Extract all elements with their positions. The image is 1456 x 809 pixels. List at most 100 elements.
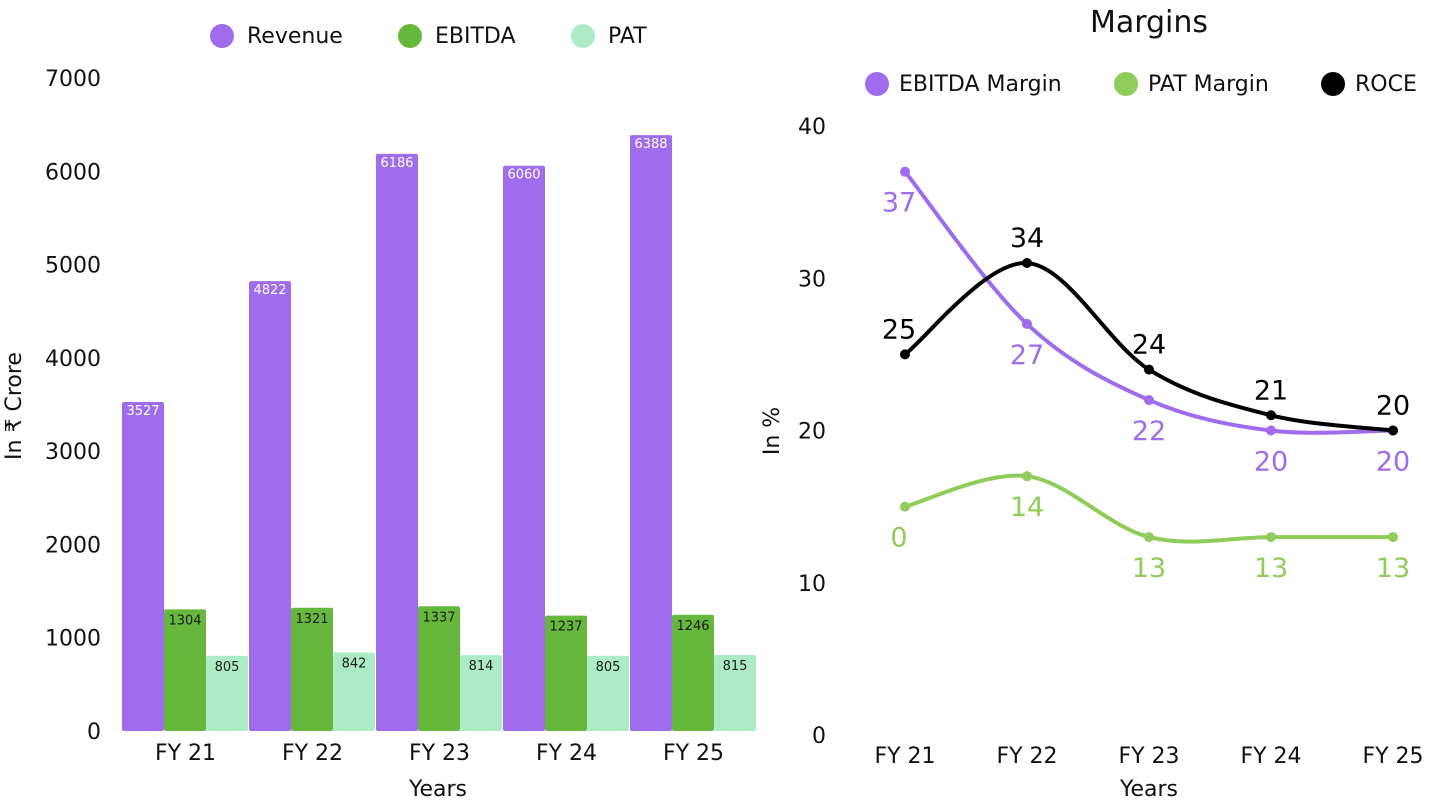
x-tick-label: FY 21 <box>155 741 216 766</box>
revenue-bar <box>122 401 164 731</box>
y-tick-label: 3000 <box>45 440 101 465</box>
revenue-data-label: 3527 <box>126 404 159 419</box>
legend-label-roce: ROCE <box>1355 72 1417 97</box>
ebitda-margin-data-label: 20 <box>1376 447 1410 478</box>
revenue-bar <box>503 165 545 731</box>
pat-bar <box>460 655 502 731</box>
roce-point <box>1266 410 1276 421</box>
roce-point <box>1388 425 1398 436</box>
revenue-bar <box>376 153 418 731</box>
pat-bar <box>333 652 375 731</box>
y-tick-label: 10 <box>798 572 826 597</box>
y-axis-label: In ₹ Crore <box>2 352 27 460</box>
pat-bar <box>206 655 248 731</box>
pat-margin-point <box>1022 471 1032 482</box>
pat-margin-point <box>1266 532 1276 543</box>
pat-data-label: 815 <box>723 659 748 674</box>
y-tick-label: 0 <box>87 720 101 745</box>
pat-margin-data-label: 13 <box>1376 553 1410 584</box>
ebitda-bar <box>672 614 714 731</box>
ebitda-margin-data-label: 37 <box>882 188 916 219</box>
x-tick-label: FY 24 <box>536 741 597 766</box>
revenue-bar <box>249 281 291 731</box>
ebitda-margin-point <box>900 166 910 177</box>
legend-swatch-roce <box>1321 72 1345 96</box>
revenue-data-label: 6388 <box>634 137 667 152</box>
x-tick-label: FY 22 <box>996 744 1057 769</box>
roce-point <box>1022 258 1032 269</box>
x-axis-label: Years <box>1119 777 1178 802</box>
ebitda-data-label: 1321 <box>295 612 328 627</box>
x-tick-label: FY 22 <box>282 741 343 766</box>
legend-swatch-ebitda-margin <box>865 72 889 96</box>
roce-data-label: 34 <box>1010 223 1044 254</box>
legend-label-revenue: Revenue <box>247 24 343 49</box>
x-tick-label: FY 21 <box>874 744 935 769</box>
legend-swatch-pat <box>571 24 595 48</box>
x-tick-label: FY 23 <box>409 741 470 766</box>
y-tick-label: 4000 <box>45 347 101 372</box>
pat-data-label: 805 <box>596 660 621 675</box>
pat-data-label: 805 <box>215 660 240 675</box>
y-tick-label: 30 <box>798 267 826 292</box>
pat-margin-data-label: 13 <box>1132 553 1166 584</box>
pat-data-label: 814 <box>469 659 494 674</box>
ebitda-bar <box>164 609 206 731</box>
pat-margin-data-label: 0 <box>890 523 907 554</box>
ebitda-margin-point <box>1144 395 1154 406</box>
ebitda-margin-data-label: 20 <box>1254 447 1288 478</box>
roce-data-label: 25 <box>882 314 916 345</box>
y-tick-label: 2000 <box>45 533 101 558</box>
ebitda-data-label: 1337 <box>422 610 455 625</box>
ebitda-bar <box>291 607 333 731</box>
legend-label-ebitda: EBITDA <box>435 24 516 49</box>
legend-label-ebitda-margin: EBITDA Margin <box>899 72 1062 97</box>
ebitda-margin-data-label: 27 <box>1010 340 1044 371</box>
legend-label-pat: PAT <box>608 24 647 49</box>
pat-margin-data-label: 14 <box>1010 492 1044 523</box>
revenue-bar <box>630 135 672 732</box>
x-tick-label: FY 24 <box>1240 744 1301 769</box>
y-tick-label: 5000 <box>45 254 101 279</box>
x-tick-label: FY 23 <box>1118 744 1179 769</box>
bar-chart: 0 1000 2000 3000 4000 5000 6000 7000 In ₹ Crore F… <box>2 24 756 802</box>
roce-data-label: 21 <box>1254 375 1288 406</box>
ebitda-margin-point <box>1022 318 1032 329</box>
ebitda-bar <box>418 606 460 731</box>
legend-swatch-ebitda <box>398 24 422 48</box>
y-tick-label: 1000 <box>45 627 101 652</box>
pat-margin-point <box>1388 532 1398 543</box>
revenue-data-label: 4822 <box>253 283 286 298</box>
y-tick-label: 0 <box>812 724 826 749</box>
ebitda-bar <box>545 615 587 731</box>
pat-margin-line <box>903 473 1395 544</box>
ebitda-margin-line <box>903 169 1395 435</box>
ebitda-data-label: 1237 <box>549 620 582 635</box>
roce-data-label: 24 <box>1132 330 1166 361</box>
ebitda-data-label: 1246 <box>676 619 709 634</box>
ebitda-margin-point <box>1266 425 1276 436</box>
margins-line-chart: Margins 0 10 20 30 40 In % FY 21 FY 22 FY 23 FY 24… <box>760 5 1424 802</box>
revenue-data-label: 6060 <box>507 168 540 183</box>
y-tick-label: 6000 <box>45 160 101 185</box>
pat-bar <box>714 654 756 731</box>
roce-line <box>903 261 1395 433</box>
pat-data-label: 842 <box>342 656 367 671</box>
pat-margin-data-label: 13 <box>1254 553 1288 584</box>
y-tick-label: 20 <box>798 420 826 445</box>
legend-label-pat-margin: PAT Margin <box>1148 72 1269 97</box>
ebitda-data-label: 1304 <box>168 613 201 628</box>
x-tick-label: FY 25 <box>1362 744 1423 769</box>
roce-point <box>1144 364 1154 375</box>
pat-bar <box>587 655 629 731</box>
revenue-data-label: 6186 <box>380 156 413 171</box>
pat-margin-point <box>900 501 910 512</box>
ebitda-margin-data-label: 22 <box>1132 416 1166 447</box>
chart-title: Margins <box>1090 5 1208 40</box>
roce-data-label: 20 <box>1376 391 1410 422</box>
y-tick-label: 40 <box>798 115 826 140</box>
x-axis-label: Years <box>408 777 467 802</box>
legend-swatch-pat-margin <box>1114 72 1138 96</box>
y-tick-label: 7000 <box>45 67 101 92</box>
